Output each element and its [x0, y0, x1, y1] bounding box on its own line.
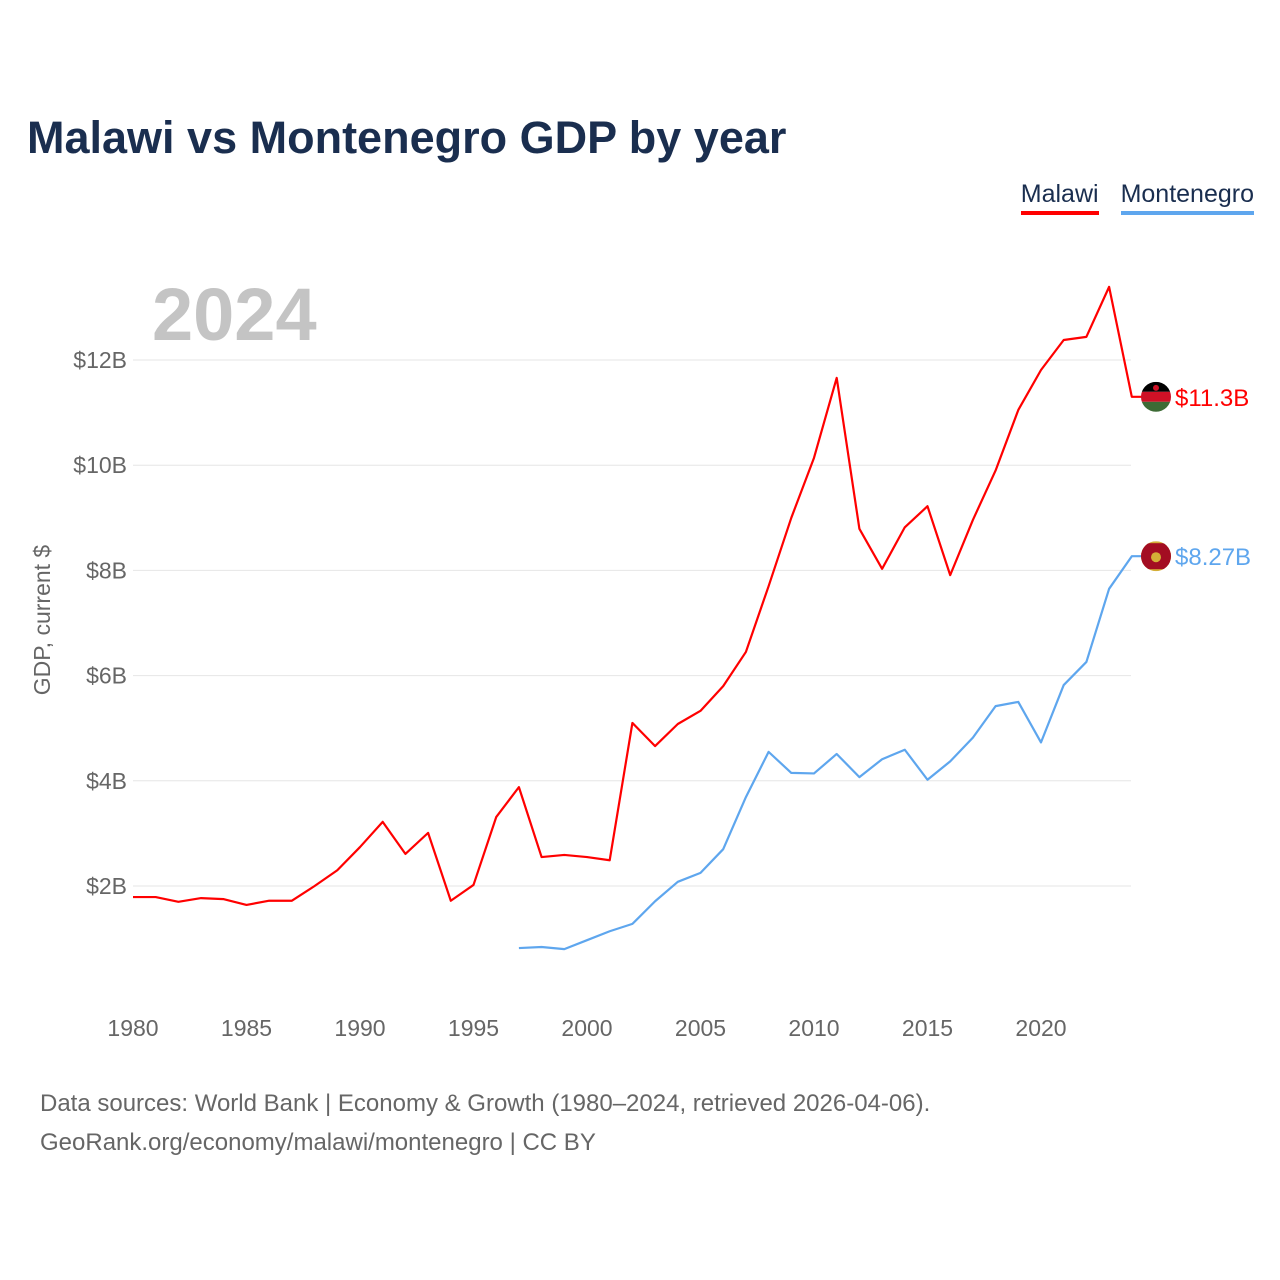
- year-label: 2024: [152, 273, 317, 356]
- x-tick-label: 2010: [788, 1015, 839, 1041]
- x-tick-label: 1985: [221, 1015, 272, 1041]
- legend: Malawi Montenegro: [1020, 180, 1254, 215]
- end-value-label-malawi: $11.3B: [1175, 385, 1249, 412]
- source-note: Data sources: World Bank | Economy & Gro…: [40, 1084, 930, 1162]
- y-axis-label: GDP, current $: [29, 545, 55, 696]
- y-tick-label: $6B: [86, 663, 127, 689]
- end-value-label-montenegro: $8.27B: [1175, 544, 1251, 571]
- x-tick-label: 2020: [1015, 1015, 1066, 1041]
- y-tick-label: $8B: [86, 557, 127, 583]
- x-tick-label: 1990: [334, 1015, 385, 1041]
- source-line-1: Data sources: World Bank | Economy & Gro…: [40, 1090, 931, 1117]
- y-tick-label: $12B: [73, 347, 127, 373]
- y-tick-label: $10B: [73, 452, 127, 478]
- malawi-flag-icon: [1141, 381, 1171, 412]
- montenegro-flag-icon: [1141, 541, 1171, 572]
- x-tick-label: 2015: [902, 1015, 953, 1041]
- x-tick-label: 1980: [107, 1015, 158, 1041]
- x-tick-label: 2005: [675, 1015, 726, 1041]
- series-line-malawi: [133, 285, 1142, 907]
- legend-malawi[interactable]: Malawi: [1020, 180, 1099, 215]
- source-line-2[interactable]: GeoRank.org/economy/malawi/montenegro | …: [40, 1129, 596, 1156]
- chart-title: Malawi vs Montenegro GDP by year: [27, 112, 787, 163]
- x-tick-label: 1995: [448, 1015, 499, 1041]
- legend-montenegro[interactable]: Montenegro: [1120, 180, 1254, 215]
- y-tick-label: $4B: [86, 768, 127, 794]
- series-line-montenegro: [518, 555, 1142, 951]
- y-tick-label: $2B: [86, 873, 127, 899]
- x-tick-label: 2000: [561, 1015, 612, 1041]
